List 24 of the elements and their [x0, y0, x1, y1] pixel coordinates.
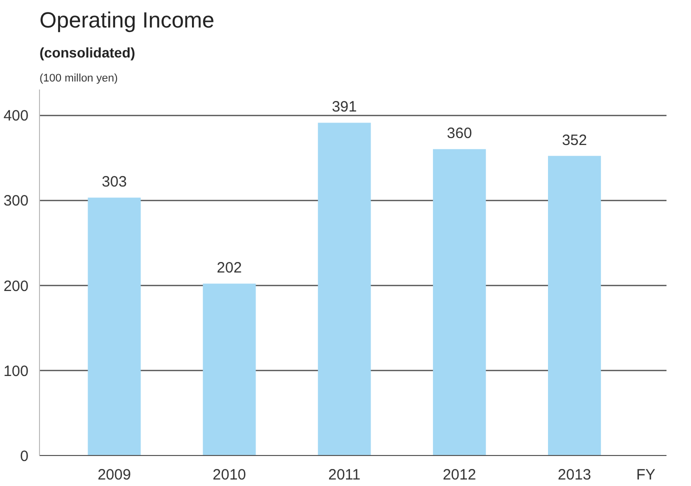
- x-tick-label: 2013: [558, 466, 592, 484]
- x-tick-label: 2010: [212, 466, 246, 484]
- y-tick-label: 100: [3, 362, 29, 380]
- bar: [432, 149, 486, 456]
- chart-title: Operating Income: [40, 8, 214, 32]
- y-axis-title: (100 millon yen): [40, 72, 118, 84]
- x-axis-title: FY: [636, 466, 656, 484]
- bar: [318, 122, 371, 456]
- data-label: 202: [216, 260, 242, 277]
- y-tick-label: 400: [3, 108, 29, 125]
- data-label: 303: [102, 174, 127, 191]
- data-label: 360: [446, 125, 472, 142]
- x-tick-label: 2012: [442, 466, 476, 484]
- bar: [202, 284, 256, 456]
- y-tick-label: 200: [3, 278, 29, 295]
- x-tick-label: 2011: [328, 466, 361, 484]
- bar: [88, 198, 141, 456]
- data-label: 391: [332, 98, 357, 116]
- chart-subtitle: (consolidated): [40, 44, 136, 60]
- y-tick-label: 300: [3, 192, 29, 210]
- bar: [548, 156, 601, 456]
- x-tick-label: 2009: [98, 466, 131, 484]
- y-tick-label: 0: [20, 448, 28, 465]
- data-label: 352: [562, 132, 587, 149]
